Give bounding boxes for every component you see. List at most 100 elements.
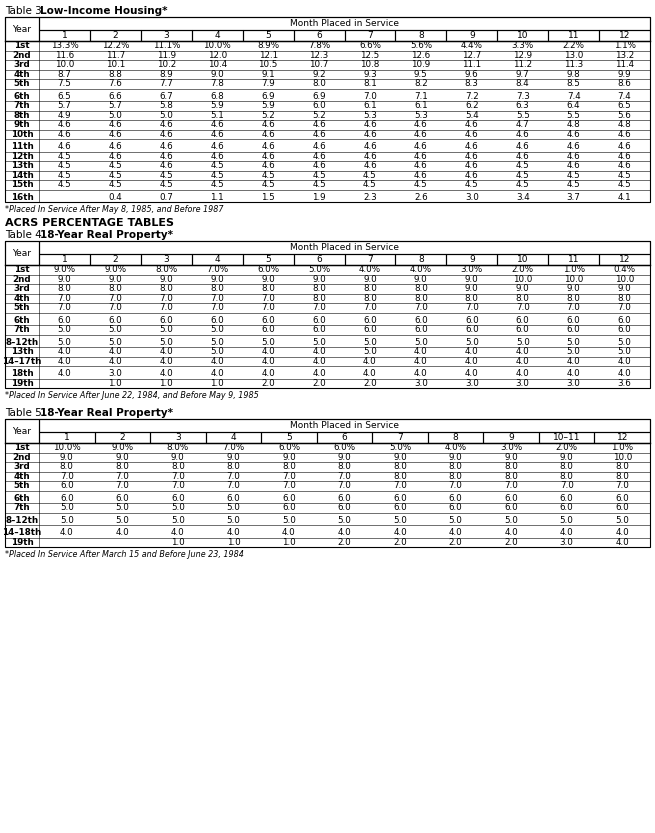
Text: 4.6: 4.6 — [465, 142, 479, 152]
Text: 5th: 5th — [14, 79, 30, 88]
Text: 2.3: 2.3 — [363, 192, 377, 202]
Text: 10.7: 10.7 — [309, 60, 329, 69]
Text: 6.5: 6.5 — [618, 102, 631, 110]
Text: 9.0: 9.0 — [618, 284, 631, 293]
Text: 4.6: 4.6 — [261, 142, 275, 152]
Text: 4.0: 4.0 — [504, 528, 518, 537]
Text: *Placed In Service After May 8, 1985, and Before 1987: *Placed In Service After May 8, 1985, an… — [5, 205, 223, 214]
Text: 14th: 14th — [10, 171, 33, 180]
Text: 6.0: 6.0 — [393, 503, 407, 512]
Text: 4.9: 4.9 — [58, 111, 71, 120]
Text: 5.0: 5.0 — [618, 347, 631, 357]
Text: 5: 5 — [265, 255, 271, 264]
Text: 5.0: 5.0 — [115, 516, 129, 525]
Text: 4.5: 4.5 — [210, 162, 224, 170]
Text: 8.0: 8.0 — [227, 462, 240, 471]
Text: 4.6: 4.6 — [618, 142, 631, 152]
Text: 4.0: 4.0 — [58, 347, 71, 357]
Bar — [39, 30, 90, 41]
Text: 4.6: 4.6 — [159, 162, 173, 170]
Text: 6: 6 — [342, 433, 347, 442]
Text: 4.5: 4.5 — [58, 162, 71, 170]
Bar — [5, 241, 39, 265]
Text: 9: 9 — [469, 31, 475, 40]
Text: 8.0: 8.0 — [312, 294, 326, 302]
Text: 6.2: 6.2 — [465, 102, 479, 110]
Text: 4.6: 4.6 — [363, 152, 377, 161]
Text: 6.0: 6.0 — [261, 316, 275, 325]
Text: 4.6: 4.6 — [363, 130, 377, 139]
Text: 10.0: 10.0 — [615, 275, 634, 284]
Text: 13.3%: 13.3% — [50, 42, 79, 50]
Text: 2nd: 2nd — [12, 51, 31, 60]
Text: 19th: 19th — [10, 379, 33, 387]
Text: 7.0: 7.0 — [449, 481, 462, 491]
Text: 4.6: 4.6 — [363, 162, 377, 170]
Text: 6.0: 6.0 — [60, 481, 73, 491]
Text: 4.6: 4.6 — [414, 162, 428, 170]
Bar — [446, 30, 497, 41]
Text: 10.4: 10.4 — [208, 60, 227, 69]
Text: 7.0: 7.0 — [171, 471, 185, 481]
Text: 8.0: 8.0 — [312, 284, 326, 293]
Text: 4.0: 4.0 — [567, 369, 580, 378]
Text: 4.5: 4.5 — [516, 162, 530, 170]
Text: 4.6: 4.6 — [363, 120, 377, 129]
Text: 6.0: 6.0 — [282, 494, 296, 503]
Text: 8.0%: 8.0% — [155, 265, 178, 274]
Text: 13.0: 13.0 — [564, 51, 584, 60]
Text: 13th: 13th — [10, 162, 33, 170]
Text: 2nd: 2nd — [12, 453, 31, 461]
Text: 9.1: 9.1 — [261, 70, 275, 79]
Text: 7.0: 7.0 — [171, 481, 185, 491]
Text: 6.0: 6.0 — [312, 102, 326, 110]
Text: 11.6: 11.6 — [55, 51, 74, 60]
Bar — [372, 432, 428, 443]
Text: 6.0%: 6.0% — [333, 443, 356, 452]
Text: 10.9: 10.9 — [411, 60, 430, 69]
Text: 4.6: 4.6 — [465, 120, 479, 129]
Text: 7.0: 7.0 — [159, 294, 173, 302]
Text: 14–17th: 14–17th — [3, 357, 42, 366]
Text: 4.0: 4.0 — [414, 357, 428, 366]
Text: 5.0: 5.0 — [227, 516, 240, 525]
Text: 11: 11 — [568, 255, 580, 264]
Text: 5.1: 5.1 — [210, 111, 224, 120]
Text: 7.0: 7.0 — [261, 294, 275, 302]
Text: 8.0: 8.0 — [363, 294, 377, 302]
Text: 6.0: 6.0 — [615, 494, 629, 503]
Text: 8.0: 8.0 — [560, 462, 574, 471]
Bar — [446, 254, 497, 265]
Text: 3.0: 3.0 — [109, 369, 122, 378]
Text: 10.0: 10.0 — [55, 60, 74, 69]
Text: 5.0: 5.0 — [515, 337, 530, 347]
Text: 4.5: 4.5 — [109, 162, 122, 170]
Text: 4.0: 4.0 — [159, 347, 173, 357]
Text: 11.9: 11.9 — [157, 51, 176, 60]
Text: 11.2: 11.2 — [513, 60, 533, 69]
Text: 18-Year Real Property*: 18-Year Real Property* — [40, 408, 173, 418]
Text: 5: 5 — [286, 433, 292, 442]
Text: 7.2: 7.2 — [465, 92, 479, 101]
Text: 1: 1 — [64, 433, 69, 442]
Text: 4.6: 4.6 — [261, 152, 275, 161]
Text: 8.0: 8.0 — [337, 462, 352, 471]
Text: 5.0: 5.0 — [414, 337, 428, 347]
Text: 4.0: 4.0 — [58, 369, 71, 378]
Text: 7.5: 7.5 — [58, 79, 71, 88]
Text: 5.0: 5.0 — [210, 325, 224, 334]
Text: 4.6: 4.6 — [159, 120, 173, 129]
Text: 4.6: 4.6 — [312, 162, 326, 170]
Text: 5.0: 5.0 — [312, 337, 326, 347]
Bar — [5, 17, 39, 41]
Text: 4.6: 4.6 — [516, 152, 529, 161]
Text: 9.6: 9.6 — [465, 70, 479, 79]
Text: 7.0: 7.0 — [337, 471, 352, 481]
Text: 4.5: 4.5 — [109, 171, 122, 180]
Bar — [261, 432, 317, 443]
Text: 7.0%: 7.0% — [206, 265, 229, 274]
Bar — [5, 17, 650, 202]
Text: 7.1: 7.1 — [414, 92, 428, 101]
Text: 7.0: 7.0 — [465, 303, 479, 312]
Text: 4.5: 4.5 — [567, 171, 580, 180]
